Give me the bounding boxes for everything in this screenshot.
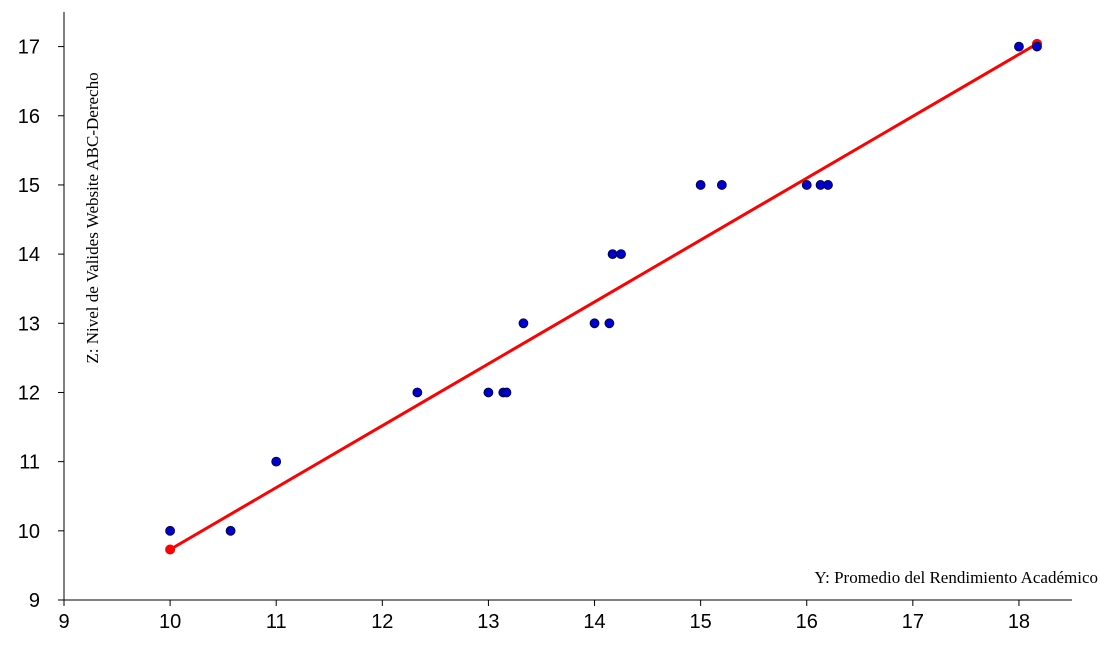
x-tick-label: 18 bbox=[1008, 611, 1030, 633]
data-point bbox=[483, 387, 494, 398]
x-tick-label: 16 bbox=[796, 611, 818, 633]
data-point bbox=[616, 249, 626, 260]
data-point bbox=[1032, 41, 1042, 52]
x-tick-label: 13 bbox=[477, 611, 499, 633]
data-point bbox=[589, 318, 600, 329]
data-point bbox=[823, 180, 833, 190]
data-point bbox=[165, 525, 176, 536]
data-point bbox=[225, 525, 236, 536]
points-layer bbox=[165, 41, 1042, 536]
y-tick-label: 15 bbox=[18, 175, 40, 197]
x-tick-label: 9 bbox=[58, 611, 69, 633]
x-axis-label: Y: Promedio del Rendimiento Académico bbox=[814, 568, 1098, 587]
x-tick-label: 17 bbox=[902, 611, 924, 633]
y-tick-label: 9 bbox=[29, 590, 40, 612]
data-point bbox=[1014, 41, 1024, 52]
y-tick-label: 10 bbox=[18, 521, 40, 543]
data-point bbox=[716, 180, 727, 190]
data-point bbox=[607, 249, 618, 260]
regression-endpoint bbox=[165, 544, 176, 555]
axes: 9 10 11 12 13 14 15 16 17 18 9 10 11 12 13 14 15 16 17 bbox=[18, 12, 1072, 633]
data-point bbox=[271, 456, 282, 467]
x-tick-label: 14 bbox=[583, 611, 605, 633]
y-tick-label: 17 bbox=[18, 37, 40, 59]
y-tick-label: 14 bbox=[18, 244, 40, 266]
data-point bbox=[501, 387, 512, 398]
data-point bbox=[412, 387, 423, 398]
regression-line bbox=[169, 42, 1038, 551]
x-tick-label: 11 bbox=[266, 611, 287, 633]
x-tick-label: 12 bbox=[371, 611, 393, 633]
fit-line-layer bbox=[165, 38, 1042, 555]
data-point bbox=[695, 180, 706, 190]
y-tick-label: 13 bbox=[18, 313, 40, 335]
y-axis-label: Z: Nivel de Valides Website ABC-Derecho bbox=[83, 72, 102, 363]
y-tick-label: 11 bbox=[19, 452, 40, 474]
y-tick-label: 16 bbox=[18, 106, 40, 128]
data-point bbox=[518, 318, 529, 329]
data-point bbox=[801, 180, 812, 190]
y-tick-label: 12 bbox=[18, 382, 40, 404]
x-tick-label: 15 bbox=[690, 611, 712, 633]
x-tick-label: 10 bbox=[159, 611, 181, 633]
data-point bbox=[604, 318, 615, 329]
